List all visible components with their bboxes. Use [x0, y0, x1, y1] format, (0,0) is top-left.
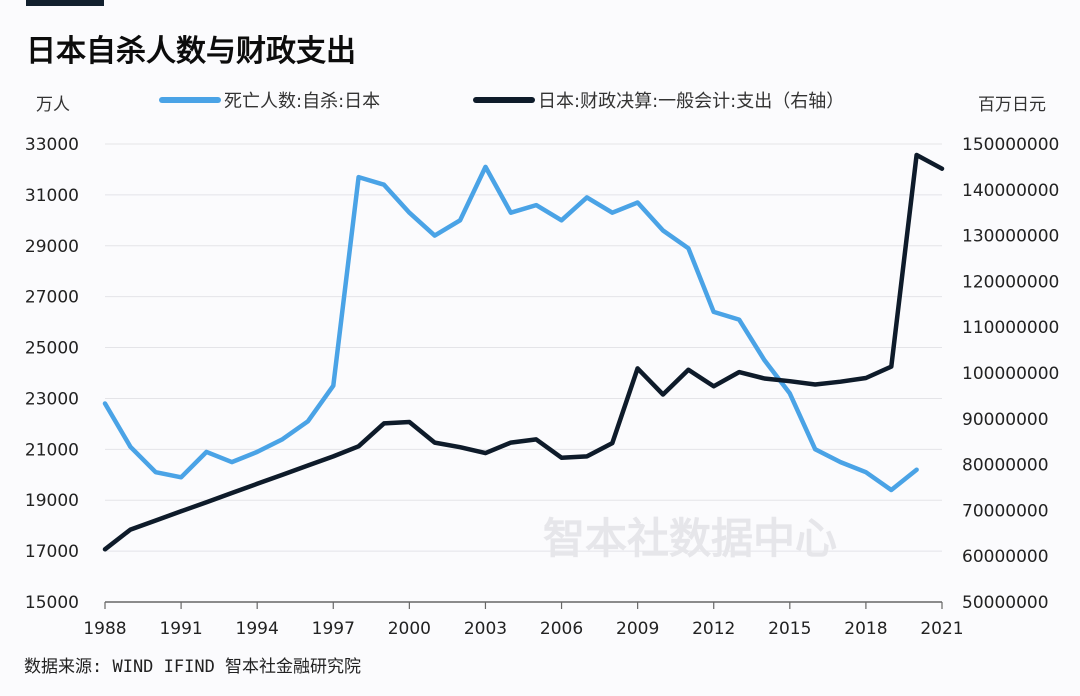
left-tick-label: 23000 — [25, 389, 79, 409]
title-accent-bar — [26, 0, 104, 6]
x-tick-label: 2018 — [844, 619, 887, 639]
right-tick-label: 60000000 — [962, 547, 1049, 567]
watermark-group: 智本社数据中心 — [543, 514, 837, 563]
left-tick-label: 33000 — [25, 135, 79, 155]
right-tick-label: 50000000 — [962, 593, 1049, 613]
legend-label-expenditure: 日本:财政决算:一般会计:支出（右轴） — [538, 91, 844, 112]
left-tick-label: 17000 — [25, 542, 79, 562]
x-tick-label: 1994 — [236, 619, 279, 639]
axes — [104, 601, 943, 609]
left-tick-label: 25000 — [25, 339, 79, 359]
left-tick-label: 19000 — [25, 491, 79, 511]
source-note: 数据来源: WIND IFIND 智本社金融研究院 — [24, 657, 362, 677]
x-tick-label: 1991 — [159, 619, 202, 639]
left-tick-label: 29000 — [25, 237, 79, 257]
left-tick-label: 27000 — [25, 288, 79, 308]
left-axis-unit: 万人 — [36, 95, 70, 115]
right-axis-ticks: 50000000 60000000 70000000 80000000 90000000… — [962, 135, 1059, 613]
series-line-expenditure — [102, 152, 945, 552]
right-tick-label: 130000000 — [962, 227, 1059, 247]
right-tick-label: 80000000 — [962, 456, 1049, 476]
right-axis-unit: 百万日元 — [978, 95, 1046, 115]
right-tick-label: 150000000 — [962, 135, 1059, 155]
x-tick-label: 2006 — [540, 619, 583, 639]
right-tick-label: 100000000 — [962, 364, 1059, 384]
x-tick-label: 1988 — [83, 619, 126, 639]
x-tick-label: 2021 — [920, 619, 963, 639]
x-tick-label: 1997 — [312, 619, 355, 639]
right-tick-label: 110000000 — [962, 318, 1059, 338]
watermark: 智本社数据中心 — [543, 514, 837, 563]
x-tick-label: 2000 — [388, 619, 431, 639]
left-tick-label: 21000 — [25, 440, 79, 460]
x-tick-label: 2003 — [464, 619, 507, 639]
right-tick-label: 70000000 — [962, 501, 1049, 521]
series-lines — [102, 152, 945, 552]
x-tick-label: 2012 — [692, 619, 735, 639]
x-axis-ticks: 1988 1991 1994 1997 2000 2003 2006 2009 2012 2015… — [83, 619, 963, 639]
right-tick-label: 140000000 — [962, 181, 1059, 201]
chart-title: 日本自杀人数与财政支出 — [26, 34, 356, 69]
x-tick-label: 2009 — [616, 619, 659, 639]
left-axis-ticks: 15000 17000 19000 21000 23000 25000 27000 29000… — [25, 135, 79, 613]
legend: 死亡人数:自杀:日本 日本:财政决算:一般会计:支出（右轴） — [159, 91, 844, 112]
right-tick-label: 120000000 — [962, 272, 1059, 292]
left-tick-label: 15000 — [25, 593, 79, 613]
legend-label-suicide: 死亡人数:自杀:日本 — [224, 91, 380, 112]
gridlines — [105, 143, 942, 552]
x-tick-label: 2015 — [768, 619, 811, 639]
right-tick-label: 90000000 — [962, 410, 1049, 430]
left-tick-label: 31000 — [25, 186, 79, 206]
